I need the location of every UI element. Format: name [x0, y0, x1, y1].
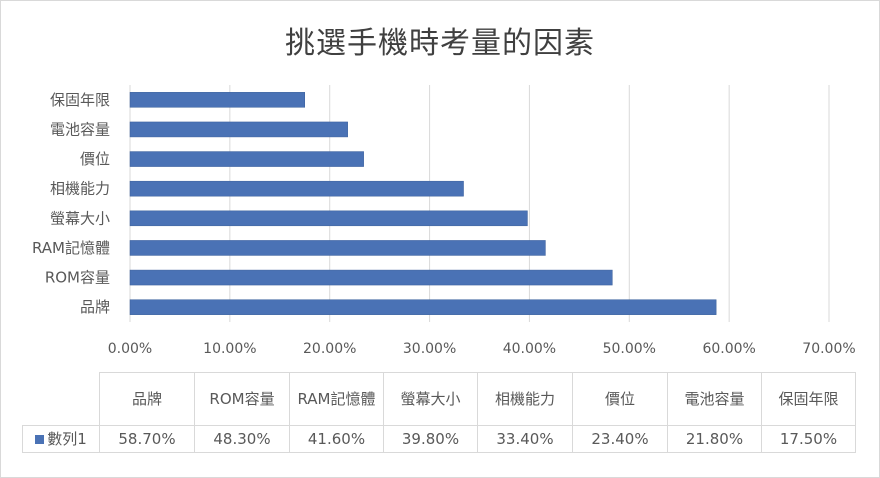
table-header-cell: 電池容量 [667, 372, 762, 426]
table-row: 數列1 58.70% 48.30% 41.60% 39.80% 33.40% 2… [22, 425, 856, 453]
category-label: 價位 [80, 150, 110, 168]
table-value-cell: 58.70% [99, 425, 195, 453]
table-corner-cell [22, 372, 100, 426]
bar [129, 180, 464, 197]
legend-key [35, 435, 45, 444]
table-header-row: 品牌 ROM容量 RAM記憶體 螢幕大小 相機能力 價位 電池容量 保固年限 [22, 372, 856, 426]
table-value-cell: 23.40% [572, 425, 668, 453]
series-legend-cell: 數列1 [22, 425, 100, 453]
table-header-cell: 價位 [572, 372, 668, 426]
table-header-cell: ROM容量 [194, 372, 290, 426]
x-tick-label: 10.00% [203, 341, 256, 357]
x-tick-label: 30.00% [403, 341, 456, 357]
bar [129, 269, 613, 286]
table-value-cell: 48.30% [194, 425, 290, 453]
table-header-cell: 保固年限 [761, 372, 856, 426]
data-table: 品牌 ROM容量 RAM記憶體 螢幕大小 相機能力 價位 電池容量 保固年限 數… [22, 372, 856, 453]
table-header-cell: RAM記憶體 [289, 372, 384, 426]
chart-title: 挑選手機時考量的因素 [285, 26, 595, 61]
category-label: 電池容量 [50, 120, 110, 138]
table-value-cell: 21.80% [667, 425, 762, 453]
bar [129, 210, 528, 227]
table-header-cell: 品牌 [99, 372, 195, 426]
table-header-cell: 螢幕大小 [383, 372, 478, 426]
table-value-cell: 33.40% [477, 425, 573, 453]
x-tick-label: 0.00% [108, 341, 152, 357]
table-value-cell: 17.50% [761, 425, 856, 453]
x-tick-label: 50.00% [603, 341, 656, 357]
bar [129, 240, 546, 256]
bar [129, 92, 305, 108]
x-tick-label: 20.00% [303, 341, 356, 357]
category-label: 螢幕大小 [50, 209, 110, 227]
x-tick-label: 40.00% [503, 341, 556, 357]
x-tick-label: 70.00% [802, 341, 855, 357]
table-value-cell: 41.60% [289, 425, 384, 453]
category-label: ROM容量 [45, 269, 110, 287]
category-label: 保固年限 [50, 91, 110, 109]
x-tick-label: 60.00% [702, 341, 755, 357]
bar [129, 299, 717, 315]
table-header-cell: 相機能力 [477, 372, 573, 426]
bar [129, 151, 364, 167]
series-name: 數列1 [47, 430, 87, 448]
category-label: 相機能力 [50, 180, 110, 198]
table-value-cell: 39.80% [383, 425, 478, 453]
bar [129, 121, 348, 138]
category-label: RAM記憶體 [32, 239, 110, 257]
category-label: 品牌 [80, 298, 110, 316]
